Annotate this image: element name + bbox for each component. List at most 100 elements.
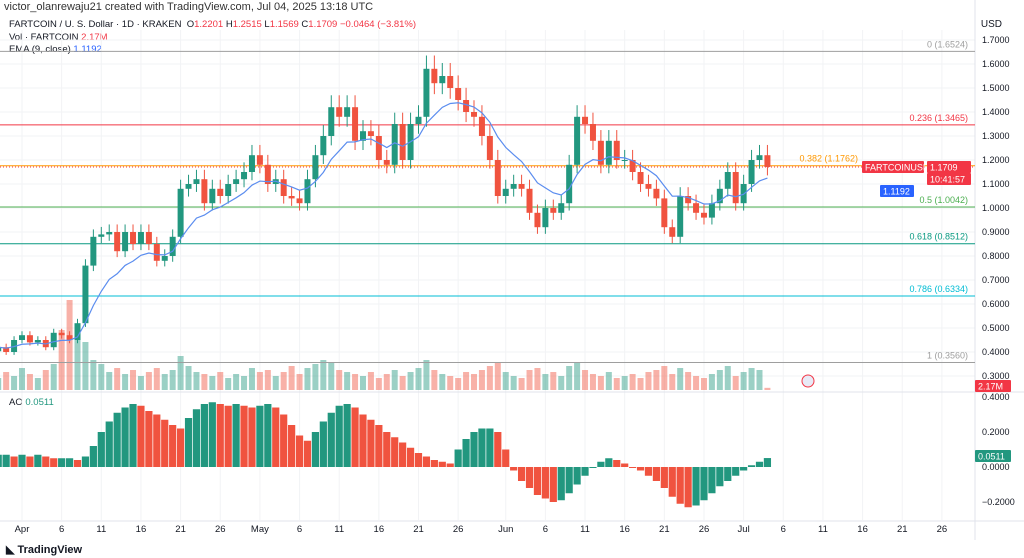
ao-bar	[510, 467, 518, 471]
ao-bar	[549, 467, 557, 502]
volume-legend[interactable]: Vol · FARTCOIN 2.17M	[9, 32, 108, 43]
volume-bar	[700, 378, 707, 390]
ao-bar	[264, 404, 272, 467]
y-tick-label: 1.7000	[982, 35, 1010, 45]
ao-legend[interactable]: AO 0.0511	[9, 397, 54, 408]
volume-bar	[264, 370, 271, 390]
ao-bar	[652, 467, 660, 481]
volume-bar	[280, 372, 287, 390]
close-label: C	[301, 19, 309, 30]
ao-bar	[621, 463, 629, 467]
volume-bar	[66, 300, 73, 390]
volume-bar	[217, 372, 224, 390]
candle-body	[122, 232, 129, 252]
candle-body	[34, 340, 41, 343]
volume-bar	[574, 362, 581, 390]
low-label: L	[264, 19, 270, 30]
volume-bar	[50, 364, 57, 390]
ao-bar	[478, 428, 486, 467]
ao-bar	[716, 467, 724, 487]
volume-bar	[359, 376, 366, 390]
x-tick-label: 6	[59, 524, 64, 535]
volume-bar	[415, 368, 422, 390]
ao-bar	[692, 467, 700, 506]
candle-body	[153, 244, 160, 261]
y-tick-label: 1.1000	[982, 179, 1010, 189]
volume-bar	[58, 330, 65, 390]
ao-bar	[573, 467, 581, 485]
volume-bar	[328, 362, 335, 390]
ao-tick-label: 0.2000	[982, 427, 1010, 437]
candle-body	[161, 256, 168, 261]
volume-bar	[637, 378, 644, 390]
candle-body	[169, 236, 176, 256]
candle-body	[637, 172, 644, 184]
volume-bar	[304, 368, 311, 390]
volume-bar	[661, 366, 668, 390]
candle-body	[137, 232, 144, 244]
volume-bar	[352, 374, 359, 390]
candle-body	[82, 265, 89, 324]
ao-bar	[446, 463, 454, 467]
volume-bar	[34, 378, 41, 390]
candle-body	[518, 184, 525, 189]
candle-body	[708, 203, 715, 218]
tradingview-logo[interactable]: ◣ TradingView	[6, 543, 82, 556]
candle-body	[256, 155, 263, 165]
candle-body	[19, 335, 25, 340]
volume-bar	[669, 374, 676, 390]
x-tick-label: 16	[374, 524, 385, 535]
volume-bar	[169, 370, 176, 390]
ao-bar	[240, 405, 248, 467]
countdown-badge: 10:41:57	[930, 174, 965, 184]
symbol-legend[interactable]: FARTCOIN / U. S. Dollar · 1D · KRAKEN O1…	[9, 19, 416, 30]
x-tick-label: 6	[543, 524, 548, 535]
ao-bar	[10, 456, 18, 467]
volume-bar	[161, 374, 168, 390]
candle-body	[233, 179, 240, 184]
candle-body	[177, 188, 184, 237]
candle-body	[423, 68, 430, 117]
volume-bar	[320, 360, 327, 390]
ao-bar	[319, 421, 327, 467]
candle-body	[764, 155, 771, 167]
volume-bar	[756, 370, 763, 390]
candle-body	[558, 203, 565, 213]
candle-body	[621, 160, 628, 161]
y-tick-label: 1.6000	[982, 59, 1010, 69]
ema-badge-bg	[880, 184, 914, 197]
volume-bar	[724, 366, 731, 390]
ao-bar	[192, 409, 201, 467]
candle-body	[534, 212, 541, 228]
candle-body	[106, 232, 113, 235]
ao-bar	[343, 404, 351, 467]
ao-bar	[438, 461, 446, 467]
volume-bar	[0, 378, 2, 390]
volume-bar	[510, 376, 517, 390]
candle-body	[700, 212, 707, 218]
fib-level-label: 0.5 (1.0042)	[919, 195, 968, 205]
ao-bar	[406, 447, 415, 467]
ao-bar	[89, 446, 97, 467]
volume-bar	[391, 370, 398, 390]
ema-legend[interactable]: EMA (9, close) 1.1192	[9, 44, 102, 55]
candle-body	[629, 160, 636, 172]
ao-bar	[684, 467, 692, 508]
volume-bar	[312, 364, 319, 390]
x-tick-label: 26	[937, 524, 948, 535]
ao-bar	[367, 419, 375, 467]
candle-body	[130, 232, 137, 244]
candle-body	[193, 179, 200, 184]
volume-bar	[19, 368, 25, 390]
ao-bar	[359, 414, 367, 467]
price-badge: 1.1709	[930, 162, 958, 172]
ao-bar	[747, 465, 756, 467]
ao-bar	[121, 407, 129, 467]
volume-bar	[26, 374, 33, 390]
ao-bar	[391, 437, 399, 467]
volume-bar	[177, 356, 184, 390]
candle-body	[248, 155, 255, 172]
ao-bar	[26, 456, 34, 467]
volume-bar	[550, 372, 557, 390]
